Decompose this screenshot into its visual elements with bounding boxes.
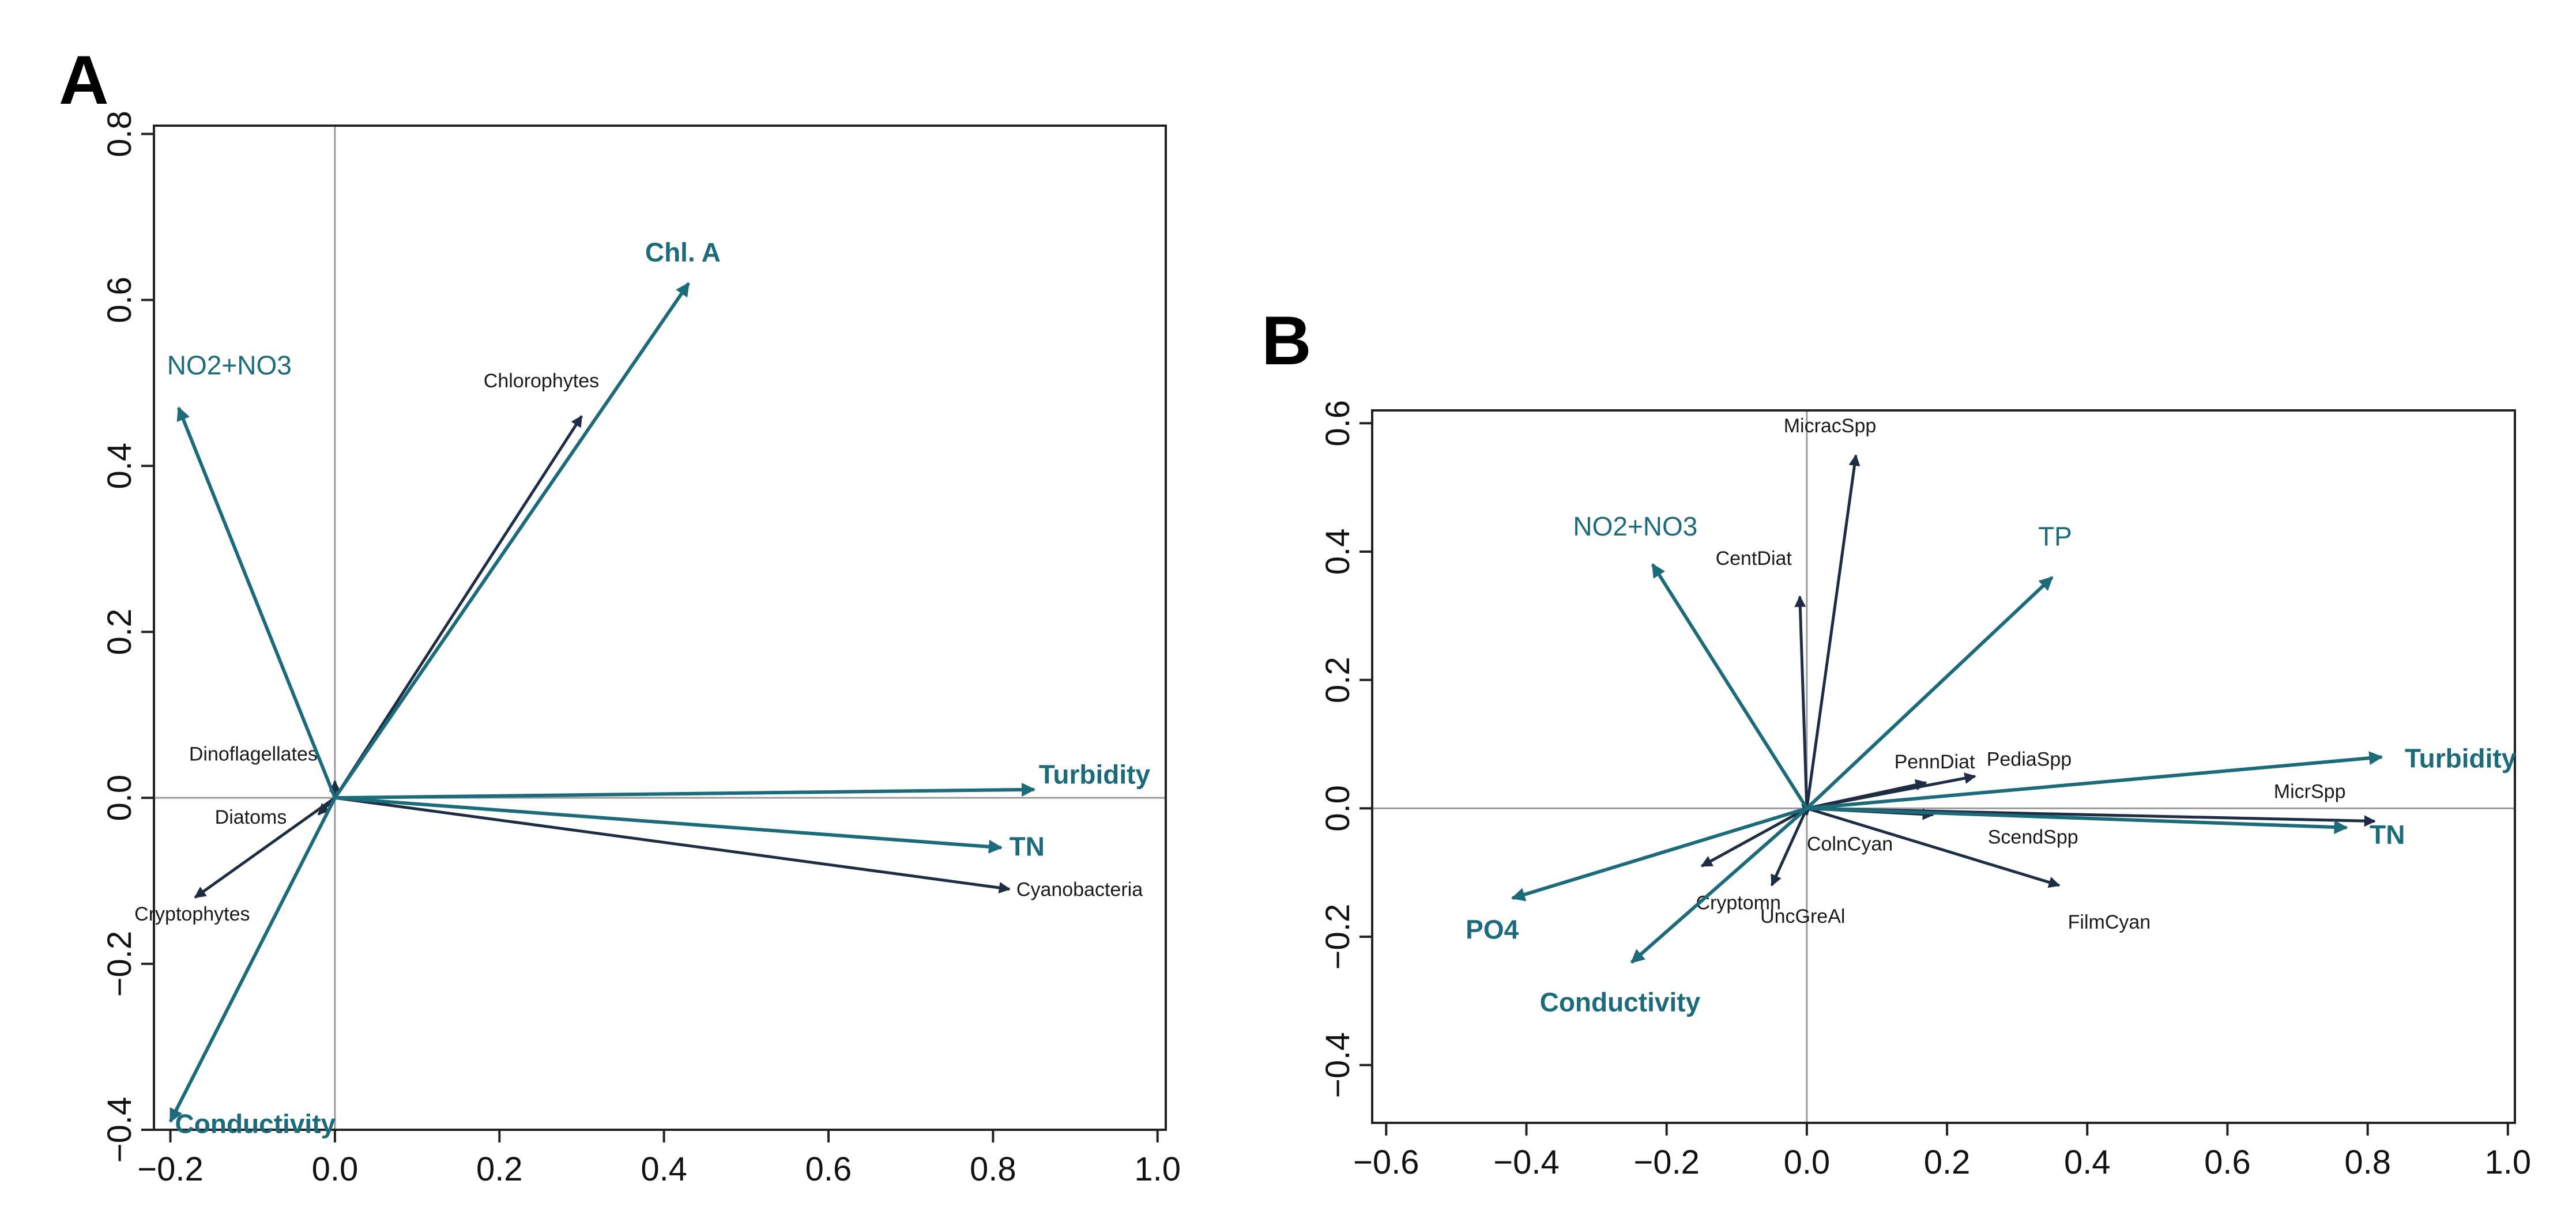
panel-b: B −0.6 −0.4 −0.2 0.0 0.2 0.4 0.6 0.8 1.0 −0.4−0.… — [1261, 302, 2531, 1181]
x-tick-label: −0.2 — [137, 1151, 204, 1188]
panel-b-environmental-vectors: TP NO2+NO3 Turbidity TN PO4 Conductivity — [1466, 511, 2517, 1017]
species-arrow-uncgreal — [1770, 808, 1809, 887]
env-arrow-turbidity — [1806, 751, 2383, 810]
panel-b-species-vectors: MicracSpp CentDiat PediaSpp PennDiat MicrSpp… — [1696, 415, 2376, 933]
panel-b-frame — [1371, 409, 2516, 1124]
y-tick-label: −0.2 — [101, 931, 138, 997]
panel-a-environmental-vectors: Chl. A NO2+NO3 Turbidity TN Conductivity — [167, 237, 1151, 1139]
species-arrow-chlorophytes — [333, 415, 583, 799]
y-tick-label: −0.2 — [1319, 904, 1357, 970]
panel-a-frame — [153, 125, 1167, 1131]
x-tick-label: 0.6 — [805, 1151, 852, 1188]
env-arrow-conductivity — [168, 797, 337, 1123]
species-label-micracspp: MicracSpp — [1784, 415, 1877, 437]
x-tick-label: 0.2 — [1924, 1144, 1971, 1181]
species-label-cyanobacteria: Cyanobacteria — [1016, 878, 1143, 900]
env-label-turbidity: Turbidity — [1039, 760, 1151, 790]
y-tick-label: −0.4 — [101, 1097, 138, 1163]
x-tick-label: 0.0 — [312, 1151, 359, 1188]
species-label-centdiat: CentDiat — [1716, 548, 1792, 569]
x-tick-label: 0.2 — [476, 1151, 523, 1188]
x-tick-label: 0.8 — [970, 1151, 1016, 1188]
x-tick-label: 0.8 — [2344, 1144, 2391, 1181]
y-tick-label: 0.6 — [1319, 400, 1357, 447]
panel-a-y-axis: −0.4 −0.2 0.0 0.2 0.4 0.6 0.8 — [101, 111, 154, 1163]
env-label-conductivity: Conductivity — [1540, 987, 1701, 1017]
panel-a-x-axis: −0.2 0.0 0.2 0.4 0.6 0.8 1.0 — [137, 1130, 1181, 1188]
species-arrow-filmcyan — [1806, 806, 2061, 888]
y-tick-label: 0.2 — [1319, 657, 1357, 703]
species-label-scendspp: ScendSpp — [1988, 827, 2078, 848]
panel-letter-b: B — [1261, 302, 1312, 379]
x-tick-label: 0.0 — [1784, 1144, 1831, 1181]
env-arrow-tp — [1805, 576, 2054, 810]
species-arrow-cryptomn — [1700, 807, 1808, 868]
species-label-micrspp: MicrSpp — [2274, 781, 2346, 803]
env-label-no2-no3: NO2+NO3 — [167, 350, 292, 380]
y-tick-label: 0.0 — [1319, 785, 1357, 832]
env-label-no2-no3: NO2+NO3 — [1573, 511, 1697, 541]
panel-a: A −0.2 0.0 0.2 0.4 0.6 0.8 1.0 −0.4−0.20.00.20… — [59, 42, 1181, 1188]
env-arrow-conductivity — [1630, 807, 1808, 964]
species-arrow-cryptophytes — [194, 797, 336, 899]
species-label-pediaspp: PediaSpp — [1987, 749, 2072, 771]
y-tick-label: 0.0 — [101, 775, 138, 821]
species-arrow-centdiat — [1794, 595, 1809, 809]
y-tick-label: 0.4 — [101, 443, 138, 489]
species-label-dinoflagellates: Dinoflagellates — [189, 743, 318, 765]
panel-a-species-vectors: Chlorophytes Dinoflagellates Diatoms Crypto… — [134, 370, 1143, 925]
x-tick-label: −0.6 — [1353, 1144, 1419, 1181]
env-label-tp: TP — [2038, 522, 2072, 552]
x-tick-label: 1.0 — [1134, 1151, 1181, 1188]
env-label-po4: PO4 — [1466, 914, 1519, 944]
panel-b-y-axis: −0.4 −0.2 0.0 0.2 0.4 0.6 — [1319, 400, 1372, 1098]
species-label-cryptophytes: Cryptophytes — [134, 903, 250, 925]
env-arrow-no2-no3 — [176, 406, 337, 799]
x-tick-label: −0.2 — [1633, 1144, 1700, 1181]
env-arrow-tn — [1806, 806, 2348, 835]
x-tick-label: 1.0 — [2485, 1144, 2532, 1181]
env-arrow-turbidity — [334, 782, 1036, 800]
species-arrow-micracspp — [1805, 454, 1861, 809]
x-tick-label: −0.4 — [1493, 1144, 1560, 1181]
species-arrow-cyanobacteria — [334, 796, 1011, 893]
env-label-tn: TN — [2370, 820, 2405, 850]
species-label-penndiat: PennDiat — [1895, 751, 1975, 773]
species-label-cryptomn: Cryptomn — [1696, 892, 1780, 914]
env-label-turbidity: Turbidity — [2405, 743, 2517, 773]
panel-letter-a: A — [59, 42, 109, 119]
env-label-conductivity: Conductivity — [175, 1109, 336, 1139]
env-arrow-tn — [334, 796, 1003, 854]
x-tick-label: 0.4 — [2064, 1144, 2111, 1181]
species-label-filmcyan: FilmCyan — [2068, 911, 2151, 933]
y-tick-label: 0.6 — [101, 277, 138, 323]
panel-b-x-axis: −0.6 −0.4 −0.2 0.0 0.2 0.4 0.6 0.8 1.0 — [1353, 1123, 2531, 1181]
env-arrow-chl-a — [333, 282, 690, 799]
env-arrow-no2-no3 — [1651, 563, 1809, 809]
x-tick-label: 0.4 — [641, 1151, 687, 1188]
species-label-chlorophytes: Chlorophytes — [484, 370, 599, 392]
y-tick-label: 0.8 — [101, 111, 138, 157]
species-label-uncgreal: UncGreAl — [1760, 906, 1845, 927]
env-label-chl-a: Chl. A — [645, 237, 721, 267]
y-tick-label: 0.2 — [101, 609, 138, 655]
env-label-tn: TN — [1010, 832, 1045, 862]
species-label-diatoms: Diatoms — [215, 806, 287, 828]
x-tick-label: 0.6 — [2204, 1144, 2251, 1181]
env-arrow-po4 — [1511, 806, 1807, 902]
species-arrow-penndiat — [1806, 779, 1927, 810]
y-tick-label: 0.4 — [1319, 529, 1357, 575]
y-tick-label: −0.4 — [1319, 1032, 1357, 1099]
species-label-colncyan: ColnCyan — [1807, 833, 1893, 855]
